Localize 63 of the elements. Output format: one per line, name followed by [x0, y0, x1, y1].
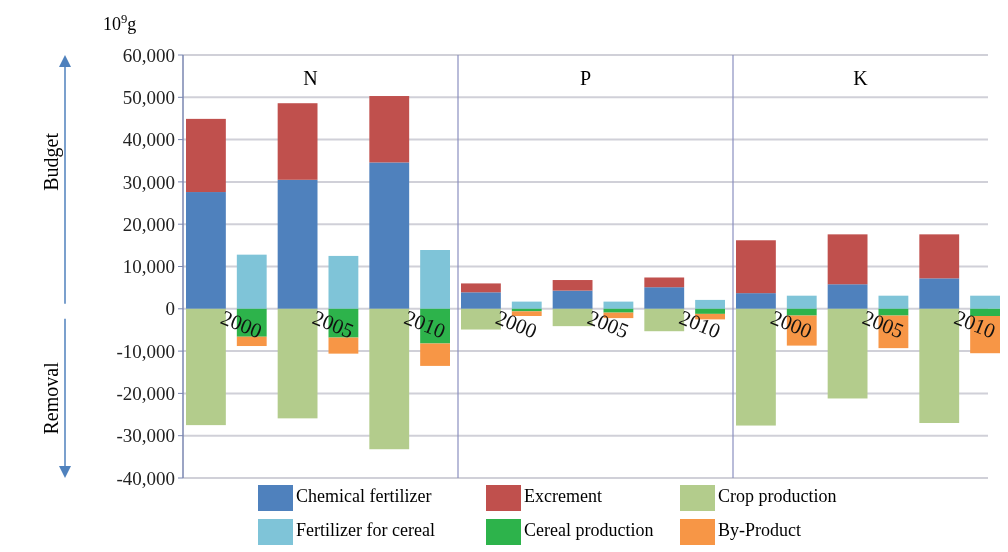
bar [369, 162, 410, 309]
bar [970, 295, 1000, 309]
annotation: N [303, 67, 318, 89]
y-tick-label: -30,000 [116, 425, 175, 447]
x-tick-label: 2000 [217, 305, 266, 344]
bar [644, 277, 685, 288]
bar [511, 301, 542, 309]
bar [786, 295, 817, 309]
legend-label: Cereal production [524, 520, 654, 541]
bar [827, 234, 868, 285]
bar [420, 343, 450, 366]
y-tick-label: 60,000 [122, 44, 175, 66]
x-tick-label: 2010 [950, 305, 999, 344]
y-axis-title: 10$^{9}$g [103, 12, 137, 34]
annotation: P [579, 67, 592, 89]
legend-label: Fertilizer for cereal [296, 520, 435, 541]
bar [827, 284, 868, 309]
y-tick-label: 20,000 [122, 213, 175, 235]
legend-label: Crop production [718, 486, 837, 507]
bar [695, 299, 725, 309]
y-tick-label: -20,000 [116, 383, 175, 405]
y-tick-label: -10,000 [116, 340, 175, 362]
bar [878, 295, 909, 309]
y-tick-label: 50,000 [122, 86, 175, 108]
bar [186, 118, 226, 193]
bar [369, 96, 410, 163]
bar [603, 308, 634, 313]
bar [919, 234, 960, 279]
x-tick-label: 2010 [675, 305, 724, 344]
x-tick-label: 2010 [400, 305, 449, 344]
y-tick-label: 30,000 [122, 171, 175, 193]
bar [461, 283, 501, 293]
bar [328, 337, 359, 354]
bar [277, 179, 318, 309]
legend-label: Excrement [524, 486, 602, 507]
x-tick-label: 2000 [492, 305, 541, 344]
bar [186, 192, 226, 309]
x-tick-label: 2000 [767, 305, 816, 344]
bar [919, 278, 960, 309]
bar [736, 240, 776, 294]
text: Budget [40, 132, 63, 191]
annotation: K [853, 67, 869, 89]
x-tick-label: 2005 [584, 305, 633, 344]
y-tick-label: 0 [165, 298, 175, 320]
legend-label: Chemical fertilizer [296, 486, 432, 507]
y-tick-label: -40,000 [116, 467, 175, 489]
bar [603, 301, 634, 309]
bar [420, 250, 450, 309]
bar [644, 287, 685, 309]
legend-label: By-Product [718, 520, 801, 541]
bar [552, 280, 593, 291]
bar [552, 290, 593, 309]
text: Removal [40, 361, 62, 435]
x-tick-label: 2005 [309, 305, 358, 344]
x-tick-label: 2005 [859, 305, 908, 344]
bar [328, 255, 359, 309]
bar [277, 103, 318, 180]
bar [236, 336, 267, 347]
y-tick-label: 10,000 [122, 256, 175, 278]
bar [236, 254, 267, 309]
bar [736, 293, 776, 309]
bar [461, 292, 501, 309]
y-tick-label: 40,000 [122, 129, 175, 151]
